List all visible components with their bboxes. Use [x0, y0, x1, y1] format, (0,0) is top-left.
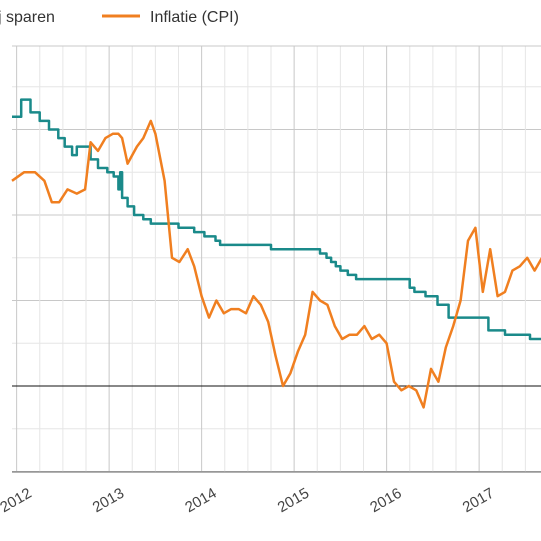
legend-label-rente: j sparen — [0, 9, 55, 26]
x-tick-label: 2013 — [90, 485, 127, 516]
x-tick-label: 2017 — [460, 485, 497, 516]
legend-label-inflatie: Inflatie (CPI) — [150, 9, 239, 26]
legend: j sparen Inflatie (CPI) — [0, 9, 239, 26]
x-tick-label: 2015 — [275, 485, 312, 516]
legend-item-inflatie[interactable]: Inflatie (CPI) — [102, 9, 239, 26]
legend-item-rente[interactable]: j sparen — [0, 9, 55, 26]
grid — [12, 45, 541, 472]
x-tick-labels: 2012201320142015201620172018 — [0, 485, 497, 516]
x-tick-label: 2016 — [367, 485, 404, 516]
x-tick-label: 2012 — [0, 485, 35, 516]
x-tick-label: 2014 — [182, 485, 219, 516]
series-line-rente — [12, 98, 541, 341]
series-line-inflatie — [11, 119, 541, 409]
